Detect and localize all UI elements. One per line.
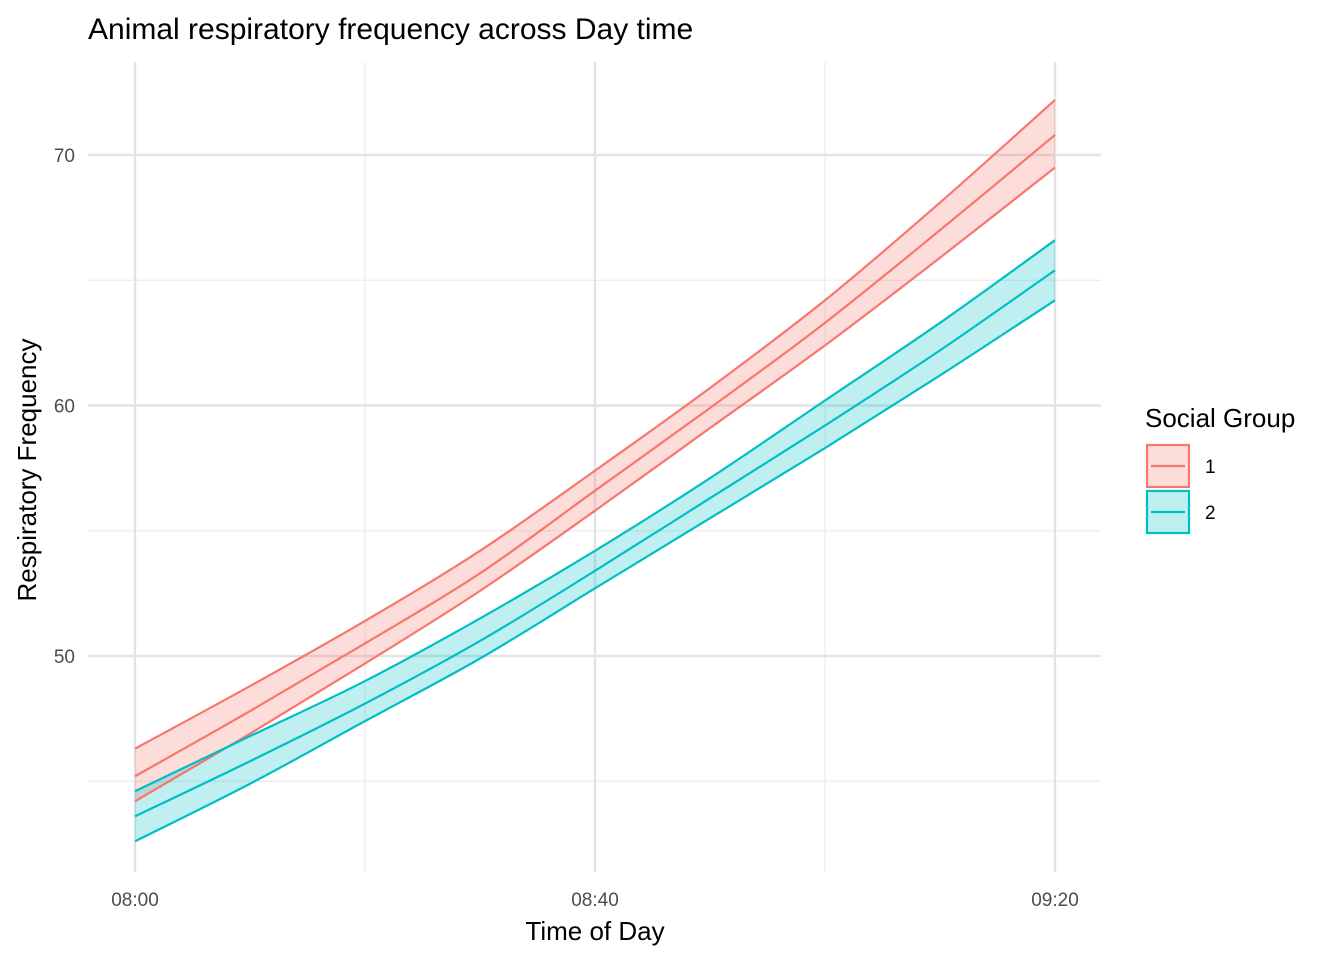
lower-line-series-1 xyxy=(134,166,1056,803)
mean-line-series-2 xyxy=(134,269,1056,818)
confidence-bands xyxy=(135,99,1055,842)
x-tick-label: 09:20 xyxy=(1031,890,1079,911)
y-tick-label: 50 xyxy=(54,647,75,668)
upper-line-series-1 xyxy=(134,99,1056,750)
y-tick-label: 70 xyxy=(54,146,75,167)
y-axis-title: Respiratory Frequency xyxy=(12,339,42,602)
x-tick-label: 08:00 xyxy=(111,890,159,911)
legend: Social Group 1 2 xyxy=(1145,403,1295,535)
band-series-2 xyxy=(135,240,1055,842)
upper-line-series-2 xyxy=(134,239,1056,793)
legend-title: Social Group xyxy=(1145,403,1295,433)
x-axis-title: Time of Day xyxy=(525,916,664,946)
x-axis-ticks: 08:00 08:40 09:20 xyxy=(111,890,1079,911)
plot-grid xyxy=(88,62,1101,872)
mean-line-series-1 xyxy=(134,134,1056,778)
legend-label-1: 1 xyxy=(1205,457,1216,478)
legend-label-2: 2 xyxy=(1205,503,1216,524)
y-axis-ticks: 50 60 70 xyxy=(54,146,75,668)
chart-title: Animal respiratory frequency across Day … xyxy=(88,13,693,46)
y-tick-label: 60 xyxy=(54,397,75,418)
x-tick-label: 08:40 xyxy=(571,890,619,911)
band-series-1 xyxy=(135,99,1055,802)
lower-line-series-2 xyxy=(134,299,1056,843)
series-lines xyxy=(134,99,1056,843)
